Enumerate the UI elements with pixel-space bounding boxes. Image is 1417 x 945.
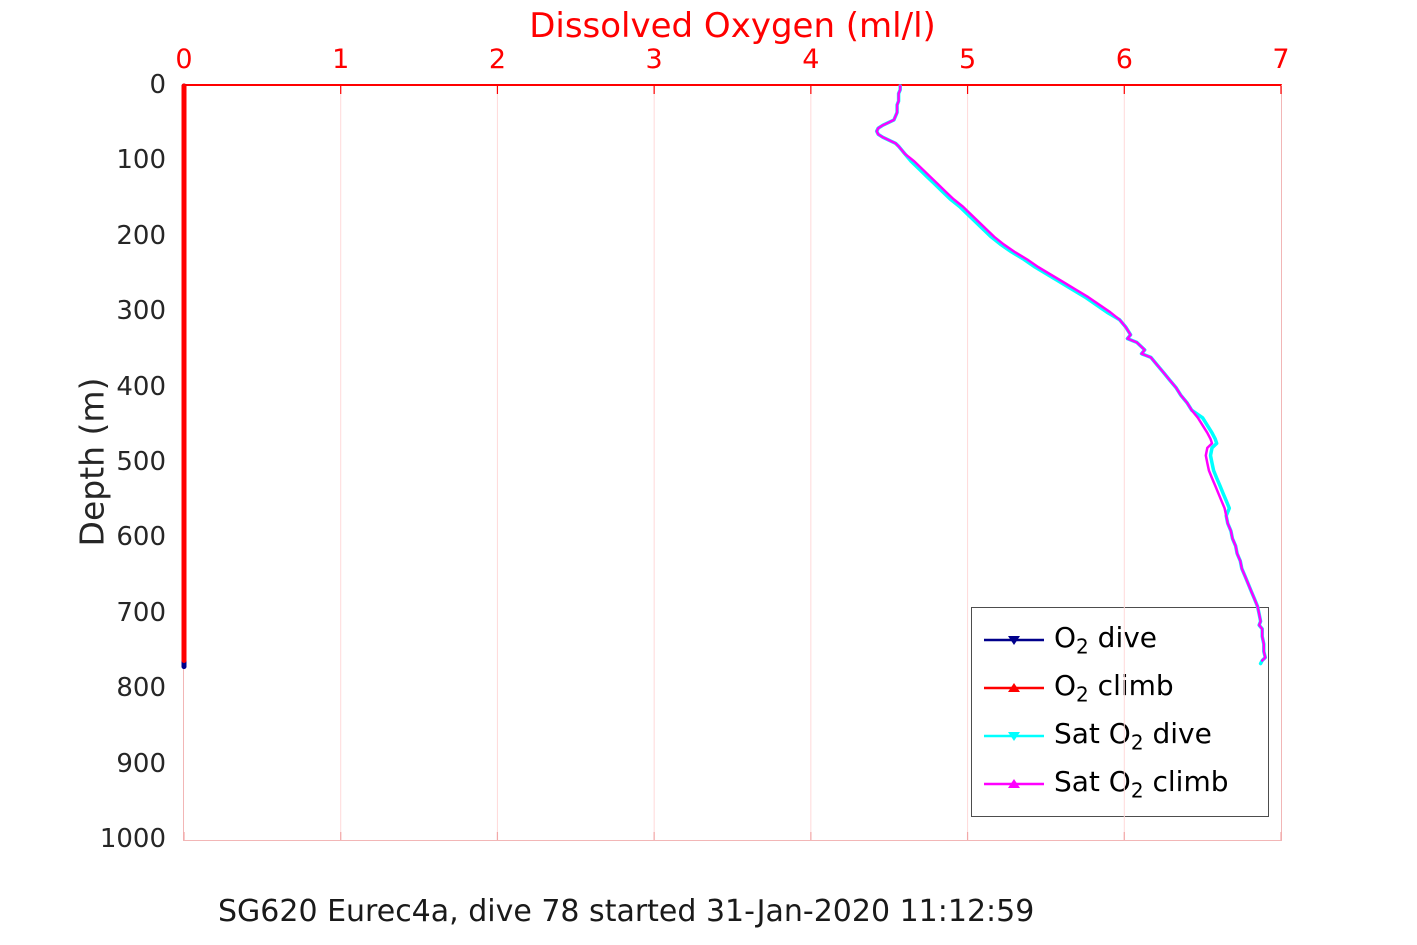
y-tick-label-500: 500 <box>116 447 166 477</box>
y-tick-label-600: 600 <box>116 522 166 553</box>
y-axis-label: Depth (m) <box>72 377 112 547</box>
triangle-down-marker-icon <box>1008 732 1020 741</box>
legend-item-o2-dive: O2 dive <box>972 616 1268 664</box>
triangle-up-marker-icon <box>1008 683 1020 692</box>
x-tick-label-7: 7 <box>1272 44 1290 75</box>
y-tick-label-700: 700 <box>116 597 166 628</box>
y-tick-label-0: 0 <box>149 70 166 100</box>
legend-label-sat-o2-climb: Sat O2 climb <box>1054 765 1229 803</box>
x-tick-label-4: 4 <box>802 44 820 75</box>
y-tick-label-900: 900 <box>116 748 166 779</box>
legend-label-o2-dive: O2 dive <box>1054 621 1158 659</box>
y-tick-label-300: 300 <box>116 296 166 327</box>
series-sat-o2-climb <box>875 84 1267 662</box>
y-tick-label-1000: 1000 <box>99 824 166 854</box>
y-axis-tick-labels: 0 100 200 300 400 500 600 700 800 900 1000 <box>0 70 172 854</box>
x-tick-label-5: 5 <box>958 44 977 75</box>
y-tick-label-800: 800 <box>116 673 166 704</box>
legend-line-sample-o2-dive <box>984 636 1044 645</box>
x-tick-label-2: 2 <box>488 44 507 75</box>
chart-title: Dissolved Oxygen (ml/l) <box>529 6 936 46</box>
triangle-up-marker-icon <box>1008 779 1020 788</box>
x-axis-tick-labels: 0 1 2 3 4 5 6 7 <box>175 44 1289 76</box>
legend-item-sat-o2-climb: Sat O2 climb <box>972 760 1268 808</box>
legend-items: O2 dive O2 climb Sat O2 dive Sat O2 climb <box>972 616 1268 808</box>
legend-label-o2-climb: O2 climb <box>1054 669 1174 707</box>
y-tick-label-400: 400 <box>116 371 166 402</box>
x-tick-label-6: 6 <box>1115 44 1133 75</box>
series-sat-o2-dive <box>874 84 1268 666</box>
legend-line-sample-o2-climb <box>984 683 1044 692</box>
legend-label-sat-o2-dive: Sat O2 dive <box>1054 717 1212 755</box>
legend: O2 dive O2 climb Sat O2 dive Sat O2 climb <box>971 607 1269 817</box>
plot-area: O2 dive O2 climb Sat O2 dive Sat O2 climb <box>181 83 1282 841</box>
y-tick-label-100: 100 <box>116 145 166 176</box>
x-tick-label-0: 0 <box>175 44 193 75</box>
caption: SG620 Eurec4a, dive 78 started 31-Jan-20… <box>218 894 1035 929</box>
legend-line-sample-sat-o2-dive <box>984 732 1044 741</box>
x-tick-label-3: 3 <box>645 44 663 75</box>
legend-line-sample-sat-o2-climb <box>984 779 1044 788</box>
x-tick-label-1: 1 <box>332 44 350 75</box>
legend-item-sat-o2-dive: Sat O2 dive <box>972 712 1268 760</box>
y-tick-label-200: 200 <box>116 220 166 251</box>
legend-item-o2-climb: O2 climb <box>972 664 1268 712</box>
